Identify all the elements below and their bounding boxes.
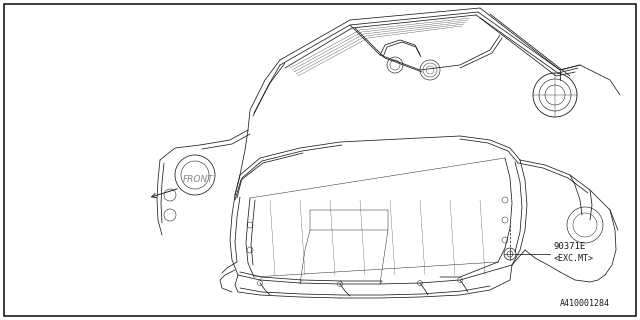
Text: A410001284: A410001284 [560, 299, 610, 308]
Text: <EXC.MT>: <EXC.MT> [554, 254, 594, 263]
Text: FRONT: FRONT [183, 175, 214, 184]
Text: 90371E: 90371E [554, 242, 586, 251]
